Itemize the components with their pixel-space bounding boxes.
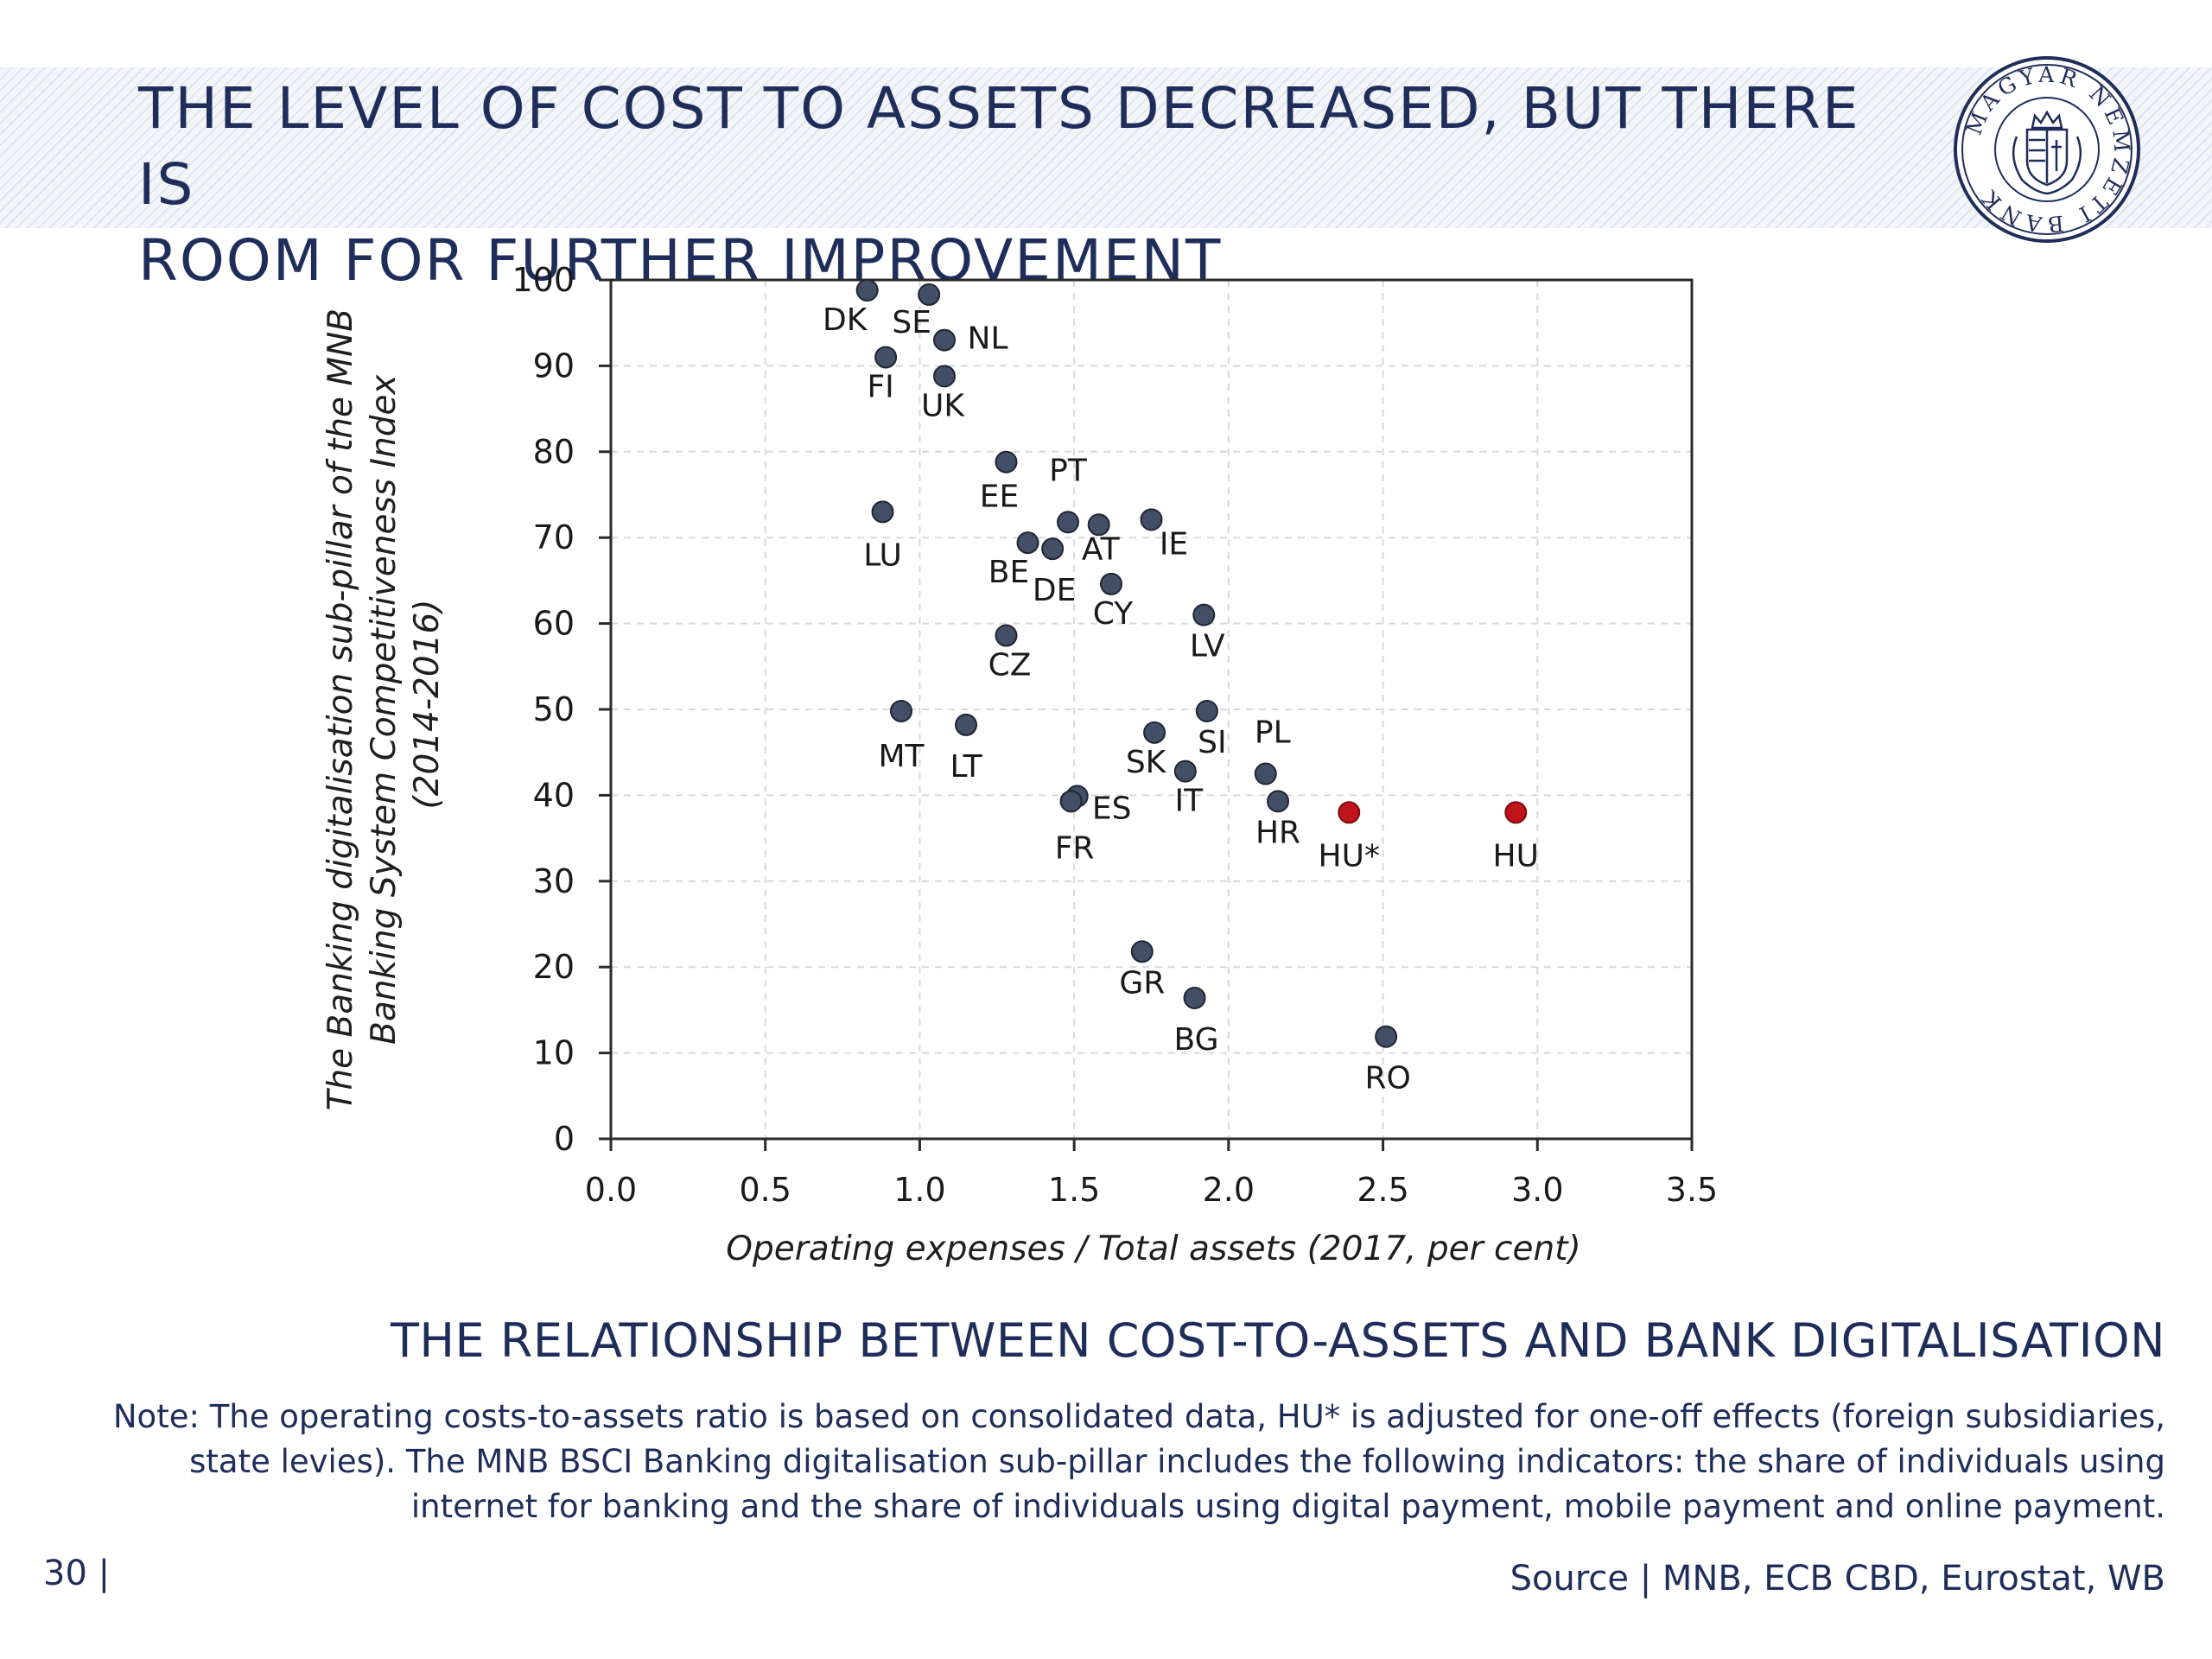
data-label-bg: BG [1174,1022,1219,1058]
data-label-es: ES [1092,791,1132,826]
data-label-de: DE [1033,573,1076,608]
data-point-pt [1056,511,1079,534]
grid-layer [611,280,1692,1139]
data-point-cz [995,624,1018,647]
data-label-ee: EE [980,480,1020,515]
x-tick-label: 1.5 [1048,1171,1100,1209]
x-tick-label: 2.5 [1357,1171,1408,1209]
note-line2: state levies). The MNB BSCI Banking digi… [189,1443,2165,1480]
x-tick-label: 3.5 [1666,1171,1718,1209]
mnb-logo: MAGYAR NEMZETI BANK [1954,56,2140,243]
data-point-fr [1059,790,1083,813]
page-title: THE LEVEL OF COST TO ASSETS DECREASED, B… [138,71,1918,299]
note: Note: The operating costs-to-assets rati… [5,1395,2165,1529]
y-tick-label: 20 [533,948,575,986]
data-label-hu: HU [1493,838,1539,874]
data-label-hu-adj: HU* [1319,838,1380,874]
y-axis-label-line1: The Banking digitalisation sub-pillar of… [321,308,360,1110]
data-point-be [1016,531,1039,555]
y-axis-label-line3: (2014-2016) [408,599,447,809]
data-point-fi [874,346,898,369]
y-tick-label: 50 [533,690,575,728]
data-label-fr: FR [1055,830,1095,866]
data-point-hu [1504,801,1528,824]
note-line1: Note: The operating costs-to-assets rati… [112,1398,2165,1435]
y-tick-label: 60 [533,605,575,643]
data-label-sk: SK [1126,745,1167,780]
page-title-line1: THE LEVEL OF COST TO ASSETS DECREASED, B… [138,75,1860,218]
y-axis-label: The Banking digitalisation sub-pillar of… [321,298,447,1111]
coat-of-arms-icon [2012,110,2082,195]
data-label-hr: HR [1255,815,1300,850]
x-tick-label: 1.0 [893,1171,945,1209]
data-label-fi: FI [867,369,893,404]
data-point-bg [1183,986,1206,1009]
page-title-line2: ROOM FOR FURTHER IMPROVEMENT [138,227,1223,294]
data-label-dk: DK [823,302,868,338]
data-point-se [918,283,941,306]
data-point-at [1087,513,1110,537]
data-point-lv [1192,603,1216,626]
data-label-si: SI [1198,725,1226,760]
x-tick-label: 0.5 [739,1171,791,1209]
x-tick-label: 3.0 [1511,1171,1563,1209]
data-label-lu: LU [863,537,902,573]
y-tick-label: 80 [533,433,575,471]
data-point-cy [1100,572,1123,595]
data-label-lt: LT [950,749,982,785]
point-layer [855,278,1528,1048]
x-tick-label: 2.0 [1203,1171,1255,1209]
data-label-pt: PT [1049,453,1088,488]
x-tick-label: 0.0 [585,1171,637,1209]
data-point-uk [933,365,957,388]
data-point-sk [1143,721,1166,744]
x-axis-label: Operating expenses / Total assets (2017,… [726,1230,1580,1268]
data-label-lv: LV [1190,629,1225,664]
tick-layer: 0.0 0.5 1.0 1.5 2.0 2.5 3.0 3.5 0 10 20 30 40 50 60 70 8… [512,261,1718,1209]
y-axis-label-line2: Banking System Competitiveness Index [365,374,404,1045]
data-label-cz: CZ [988,648,1032,683]
header-band [0,67,2212,228]
data-label-pl: PL [1255,715,1291,751]
data-point-pl [1254,762,1277,785]
data-label-gr: GR [1119,965,1165,1001]
y-tick-label: 100 [512,261,575,299]
source-text: Source | MNB, ECB CBD, Eurostat, WB [1510,1559,2165,1599]
chart-title: THE RELATIONSHIP BETWEEN COST-TO-ASSETS … [390,1313,2165,1368]
data-label-at: AT [1082,531,1121,567]
data-label-ie: IE [1160,526,1188,562]
data-point-it [1173,760,1197,783]
data-point-hu-adj [1338,801,1361,824]
data-label-se: SE [892,305,931,340]
data-point-ee [995,450,1018,474]
data-label-uk: UK [921,388,965,423]
page-number: 30 | [43,1554,111,1593]
y-tick-label: 40 [533,776,575,814]
data-label-ro: RO [1364,1061,1410,1096]
y-tick-label: 70 [533,518,575,556]
y-tick-label: 30 [533,862,575,900]
data-label-be: BE [988,555,1029,590]
data-point-ie [1140,508,1163,531]
data-label-mt: MT [878,739,925,774]
data-point-de [1041,537,1065,561]
data-point-lt [955,713,978,736]
y-tick-label: 90 [533,346,575,385]
y-tick-label: 10 [533,1034,575,1072]
data-label-cy: CY [1093,596,1135,632]
data-point-si [1195,699,1218,722]
note-line3: internet for banking and the share of in… [410,1488,2165,1525]
data-point-hr [1267,790,1290,813]
data-point-ro [1375,1025,1398,1048]
data-point-nl [933,328,957,352]
data-point-gr [1130,940,1154,963]
data-point-dk [855,278,879,302]
data-label-nl: NL [968,321,1008,357]
data-point-lu [871,500,894,524]
data-point-mt [889,699,912,722]
y-tick-label: 0 [554,1120,575,1158]
data-label-it: IT [1175,784,1205,819]
